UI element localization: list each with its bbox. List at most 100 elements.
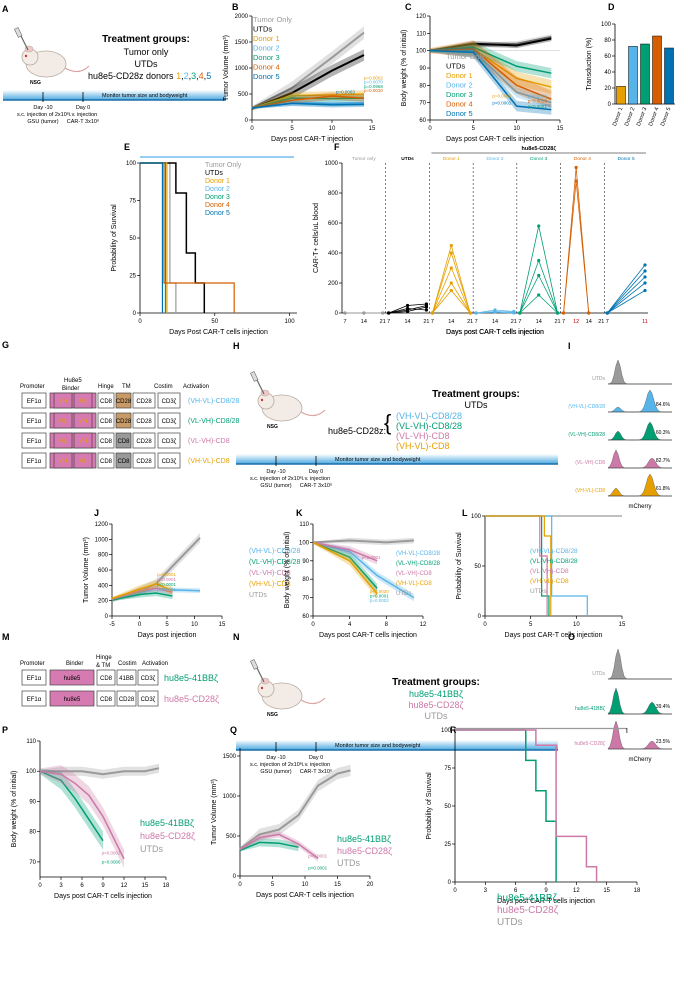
y-tick-label: 100: [416, 49, 427, 55]
hinge-box: [97, 392, 115, 409]
costim-box: [132, 412, 156, 429]
costim-box-label: 41BB: [119, 676, 134, 682]
construct-name: (VH-VL)-CD8/28: [188, 398, 239, 405]
activation-box-label: CD3ζ: [141, 676, 156, 682]
binder-v2-label: VL: [79, 399, 87, 405]
x-tick-label: 15: [619, 622, 626, 628]
legend-entry: UTDs: [337, 858, 360, 868]
y-tick-label: 500: [226, 834, 237, 840]
y-tick-label: 80: [29, 830, 36, 836]
activation-box: [137, 669, 159, 686]
y-tick-label: 50: [129, 236, 136, 242]
Q-chart: 0 500 1000 1500 0 5 10 15 20 Days post CAR-T cell…: [211, 748, 392, 899]
legend-entry: Tumor Only: [446, 52, 485, 61]
x-tick-label: 14: [492, 319, 498, 325]
group-cd28: hu8e5-CD28ζ: [408, 700, 463, 710]
tm-box: [115, 432, 132, 449]
x-tick-label: 5: [165, 622, 169, 628]
binder-box: [49, 669, 95, 686]
series-line: [239, 769, 351, 850]
data-point: [643, 288, 647, 293]
data-point: [362, 311, 366, 315]
series-line: [429, 46, 552, 74]
hinge-box: [97, 412, 115, 429]
header-binder: Hu8e5: [64, 378, 82, 384]
x-tick-label: 0: [38, 883, 42, 889]
promoter-box-label: EF1α: [27, 419, 42, 425]
panel-label-l: L: [462, 508, 468, 518]
activation-box: [157, 392, 181, 409]
data-point: [449, 266, 453, 270]
panel-label-p: P: [2, 725, 8, 735]
tm-box-label: CD28: [116, 419, 132, 425]
series-line: [140, 162, 177, 313]
y-tick-label: 110: [299, 522, 309, 528]
y-tick-label: 20: [604, 86, 611, 92]
series-line: [140, 162, 164, 313]
legend-entry: Tumor Only: [205, 162, 242, 169]
data-point: [405, 309, 410, 314]
mouse-h: [250, 371, 326, 422]
legend-entry: UTDs: [530, 588, 547, 595]
p-value: p=0.0001: [157, 572, 176, 577]
x-tick-label: 7: [431, 319, 434, 325]
y-tick-label: 75: [129, 199, 136, 205]
bar: [640, 43, 650, 105]
y-axis-label: Body weight (% of initial): [11, 771, 18, 848]
panel-label-i: I: [568, 341, 571, 351]
syringe-icon: [255, 377, 265, 395]
binder-v1: [53, 432, 73, 449]
series-line: [239, 833, 319, 860]
hinge-box: [97, 452, 115, 469]
tick-desc: i.v. injection: [302, 762, 330, 768]
header-hinge: Hinge: [98, 384, 114, 390]
p-value: p=0.0002: [370, 598, 389, 603]
tm-box-label: CD8: [117, 439, 130, 445]
mouse-trajectory: [606, 270, 646, 314]
panel-label-e: E: [124, 142, 130, 152]
data-point: [574, 165, 578, 170]
group-header: Donor 4: [574, 156, 591, 162]
x-tick-label: 100: [285, 319, 296, 325]
legend-entry: Donor 2: [205, 186, 230, 193]
costim-box-label: CD28: [136, 439, 152, 445]
legend-entry: Donor 4: [205, 202, 230, 209]
tick-day: Day 0: [309, 755, 323, 761]
y-tick-label: 110: [26, 739, 36, 745]
bracket-label: hu8e5-CD28ζ: [522, 146, 557, 152]
x-tick-label: 10: [329, 126, 336, 132]
binder-v2-label: VH: [79, 439, 87, 445]
y-tick-label: 80: [604, 38, 611, 44]
series-line: [312, 541, 415, 599]
header-activation: Activation: [142, 661, 168, 667]
data-point: [574, 179, 578, 183]
mouse-strain-label: NSG: [267, 712, 278, 718]
y-axis-label: Tumor Volume (mm³): [211, 779, 218, 845]
x-tick-label: 14: [536, 319, 542, 325]
mouse-trajectory: [432, 244, 471, 314]
x-tick-label: 21: [380, 319, 386, 325]
histogram-i: UTDs (VH-VL)-CD8/28 84.6% (VL-VH)-CD8/28 60.…: [568, 359, 672, 510]
x-tick-label: 7: [606, 319, 609, 325]
series-line: [140, 162, 167, 313]
promoter-box: [21, 412, 47, 429]
x-tick-label: 12: [420, 622, 427, 628]
syringe-barrel: [250, 371, 259, 382]
legend-entry: (VH-VL)-CD8/28: [530, 548, 578, 555]
legend-entry: (VL-VH)-CD8: [249, 570, 291, 577]
binder-v1: [53, 392, 73, 409]
mouse-trajectory: [563, 180, 590, 314]
histogram-label: UTDs: [592, 376, 605, 382]
tm-box: [115, 452, 132, 469]
y-tick-label: 1200: [95, 522, 109, 528]
tick-desc: s.c. injection of 2x10⁶: [250, 475, 302, 482]
construct-name: (VH-VL)-CD8: [188, 458, 230, 465]
y-axis-label: Probability of Survival: [426, 772, 433, 840]
tspan: 2: [184, 71, 189, 81]
series-band: [40, 765, 124, 868]
legend-entry: Donor 5: [205, 210, 230, 217]
hinge-box-label: CD8: [100, 419, 113, 425]
y-tick-label: 0: [105, 614, 109, 620]
tick-desc: CAR-T 3x10⁶: [300, 768, 332, 775]
